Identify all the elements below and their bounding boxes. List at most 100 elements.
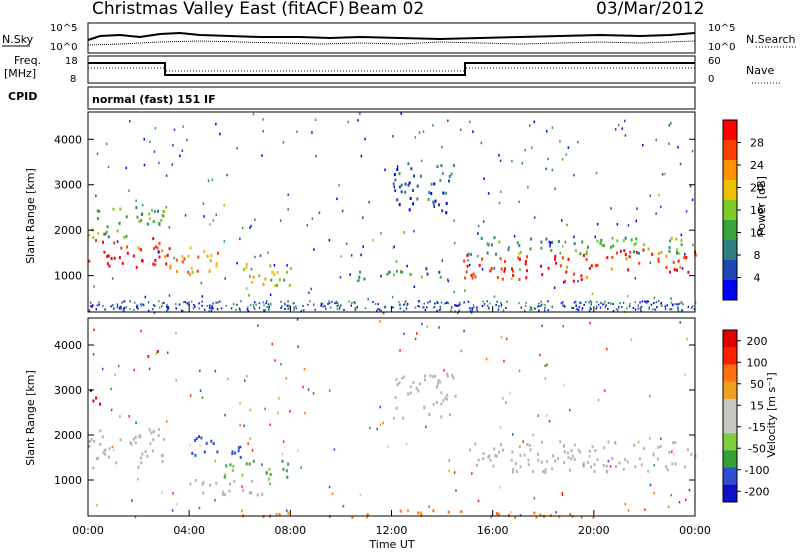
power-cell <box>638 261 641 265</box>
velocity-colorbar-segment <box>723 347 737 365</box>
power-cell <box>573 173 575 177</box>
power-cell <box>687 270 690 274</box>
power-cell <box>158 222 161 225</box>
velocity-cell <box>684 373 686 376</box>
power-cell <box>557 240 560 243</box>
power-cell <box>183 257 186 261</box>
power-cell <box>547 157 549 161</box>
power-cell <box>169 266 172 270</box>
power-cell <box>677 259 680 263</box>
velocity-cell <box>129 441 132 445</box>
velocity-xtick-label: 04:00 <box>173 524 205 537</box>
power-cell <box>538 302 540 305</box>
power-cell <box>614 128 617 131</box>
velocity-cell <box>146 454 149 458</box>
power-cell <box>560 302 563 305</box>
power-cell <box>486 251 489 255</box>
power-cell <box>336 302 339 305</box>
power-cell <box>167 305 169 308</box>
power-cell <box>679 265 682 269</box>
velocity-cell <box>152 429 155 433</box>
velocity-cell <box>446 372 449 376</box>
power-cell <box>577 309 580 312</box>
power-cell <box>106 262 109 266</box>
power-cell <box>380 232 382 235</box>
power-cell <box>215 301 217 304</box>
power-cell <box>477 254 479 258</box>
power-cell <box>481 305 484 307</box>
power-cell <box>186 138 188 142</box>
velocity-cell <box>568 468 571 472</box>
power-cell <box>372 300 374 303</box>
power-cell <box>655 138 657 142</box>
power-cell <box>612 244 615 248</box>
velocity-cell <box>582 461 585 465</box>
power-cell <box>140 219 142 222</box>
velocity-cell <box>425 425 427 429</box>
power-cell <box>627 268 630 272</box>
velocity-cell <box>633 443 636 447</box>
power-cell <box>550 249 553 253</box>
power-cell <box>124 300 126 303</box>
power-cell <box>345 242 348 245</box>
velocity-cell <box>269 473 272 477</box>
nave-tick-top: 60 <box>708 56 721 67</box>
power-cell <box>206 305 209 308</box>
power-cell <box>636 207 638 210</box>
power-cell <box>597 303 600 306</box>
power-cell <box>616 223 619 226</box>
velocity-cell <box>428 505 430 508</box>
velocity-cell <box>535 515 538 519</box>
power-cell <box>682 303 684 306</box>
velocity-cell <box>674 462 677 466</box>
power-cell <box>439 305 442 308</box>
power-cell <box>567 146 570 149</box>
power-cell <box>176 270 178 273</box>
power-cell <box>640 309 643 312</box>
power-cell <box>293 306 295 309</box>
power-cell <box>121 261 124 265</box>
power-cell <box>676 251 678 255</box>
velocity-cell <box>90 437 93 441</box>
power-cell <box>649 261 651 264</box>
velocity-cell <box>446 393 449 397</box>
power-cell <box>529 247 532 251</box>
power-cell <box>198 302 200 305</box>
power-cell <box>269 264 272 268</box>
power-cell <box>154 127 157 130</box>
velocity-cell <box>544 377 547 380</box>
power-cell <box>120 307 122 310</box>
power-cell <box>566 265 569 269</box>
velocity-cell <box>593 463 596 467</box>
power-cell <box>144 295 147 299</box>
power-cell <box>140 303 142 306</box>
velocity-cell <box>250 491 253 495</box>
power-cell <box>633 243 636 247</box>
power-cell <box>219 132 221 136</box>
power-cell <box>356 306 358 309</box>
power-cell <box>677 306 679 309</box>
power-colorbar-segment <box>723 280 737 301</box>
velocity-cell <box>237 446 240 450</box>
power-cell <box>118 307 121 310</box>
velocity-cell <box>221 492 224 496</box>
power-cell <box>329 306 332 309</box>
velocity-cell <box>205 441 208 445</box>
velocity-cell <box>634 465 637 469</box>
velocity-cell <box>563 383 565 387</box>
velocity-colorbar-segment <box>723 364 737 383</box>
velocity-cell <box>300 466 302 469</box>
velocity-cell <box>148 367 151 371</box>
power-cell <box>619 302 621 305</box>
power-cell <box>538 309 540 312</box>
power-cell <box>564 240 567 244</box>
power-cell <box>161 249 164 253</box>
velocity-cell <box>502 448 504 452</box>
power-cell <box>355 308 357 311</box>
power-cell <box>660 251 663 254</box>
velocity-ytick-label: 3000 <box>54 384 82 397</box>
power-cell <box>498 201 501 205</box>
power-cell <box>660 205 662 209</box>
power-cell <box>193 304 195 306</box>
power-cell <box>657 257 660 261</box>
